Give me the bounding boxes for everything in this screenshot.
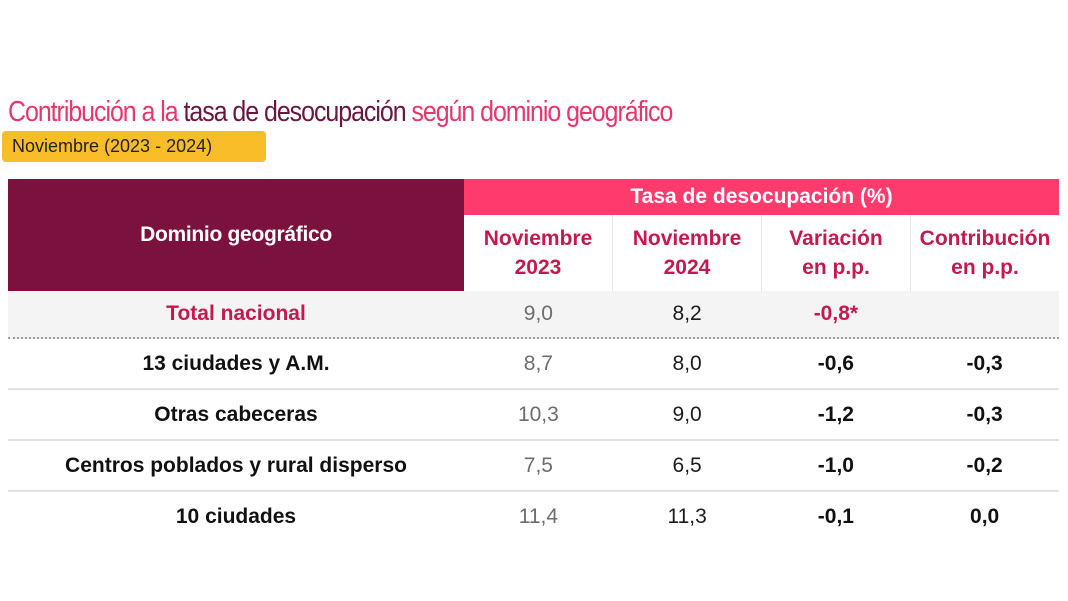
table-row-total: Total nacional 9,0 8,2 -0,8* — [8, 291, 1059, 339]
period-badge: Noviembre (2023 - 2024) — [2, 131, 266, 162]
col-header-line2: en p.p. — [951, 256, 1019, 279]
page-title: Contribución a la tasa de desocupación s… — [8, 96, 673, 129]
cell-nov2023: 10,3 — [517, 402, 559, 426]
cell-nov2023: 8,7 — [523, 351, 553, 375]
row-header-domain: Dominio geográfico — [8, 179, 464, 291]
title-part-1: Contribución a la — [8, 96, 184, 128]
col-header-contribucion: Contribución en p.p. — [910, 215, 1059, 291]
cell-variacion: -1,0 — [817, 453, 854, 477]
cell-nov2023: 11,4 — [518, 504, 559, 528]
title-part-3: según dominio geográfico — [405, 96, 673, 128]
title-part-2: tasa de desocupación — [183, 96, 407, 128]
table-row: Centros poblados y rural disperso 7,5 6,… — [8, 441, 1059, 492]
cell-nov2024: 8,0 — [672, 351, 702, 375]
cell-nov2023: 7,5 — [523, 453, 553, 477]
cell-nov2024: 8,2 — [672, 302, 702, 325]
group-header-rate: Tasa de desocupación (%) — [464, 179, 1059, 215]
cell-contribucion: -0,2 — [966, 453, 1003, 477]
table-row: Otras cabeceras 10,3 9,0 -1,2 -0,3 — [8, 390, 1059, 441]
cell-nov2023: 9,0 — [523, 302, 553, 325]
col-header-nov2023: Noviembre 2023 — [464, 215, 612, 291]
col-header-line2: en p.p. — [802, 256, 870, 279]
cell-variacion: -0,6 — [817, 351, 854, 375]
unemployment-table: Dominio geográfico Tasa de desocupación … — [8, 179, 1059, 541]
cell-nov2024: 6,5 — [672, 453, 702, 477]
cell-contribucion: -0,3 — [966, 402, 1003, 426]
row-label: Total nacional — [166, 302, 306, 325]
col-header-line1: Contribución — [919, 227, 1051, 250]
cell-contribucion: 0,0 — [970, 504, 1000, 528]
row-label: Otras cabeceras — [154, 402, 318, 426]
table-row: 10 ciudades 11,4 11,3 -0,1 0,0 — [8, 492, 1059, 541]
cell-nov2024: 9,0 — [672, 402, 702, 426]
col-header-nov2024: Noviembre 2024 — [612, 215, 761, 291]
column-headers: Noviembre 2023 Noviembre 2024 Variación en … — [464, 215, 1059, 291]
row-label: Centros poblados y rural disperso — [65, 453, 407, 477]
table-header: Dominio geográfico Tasa de desocupación … — [8, 179, 1059, 291]
col-header-line2: 2023 — [514, 256, 562, 279]
row-label: 13 ciudades y A.M. — [142, 351, 330, 375]
table-row: 13 ciudades y A.M. 8,7 8,0 -0,6 -0,3 — [8, 339, 1059, 390]
col-header-line1: Noviembre — [483, 227, 593, 250]
cell-variacion: -1,2 — [817, 402, 854, 426]
cell-contribucion: -0,3 — [966, 351, 1003, 375]
row-label: 10 ciudades — [175, 504, 297, 528]
cell-nov2024: 11,3 — [667, 504, 707, 528]
cell-variacion: -0,8* — [813, 302, 859, 325]
col-header-line2: 2024 — [663, 256, 711, 279]
col-header-variacion: Variación en p.p. — [761, 215, 910, 291]
col-header-line1: Noviembre — [632, 227, 742, 250]
cell-variacion: -0,1 — [817, 504, 854, 528]
cell-contribucion — [910, 302, 1059, 326]
col-header-line1: Variación — [789, 227, 883, 250]
